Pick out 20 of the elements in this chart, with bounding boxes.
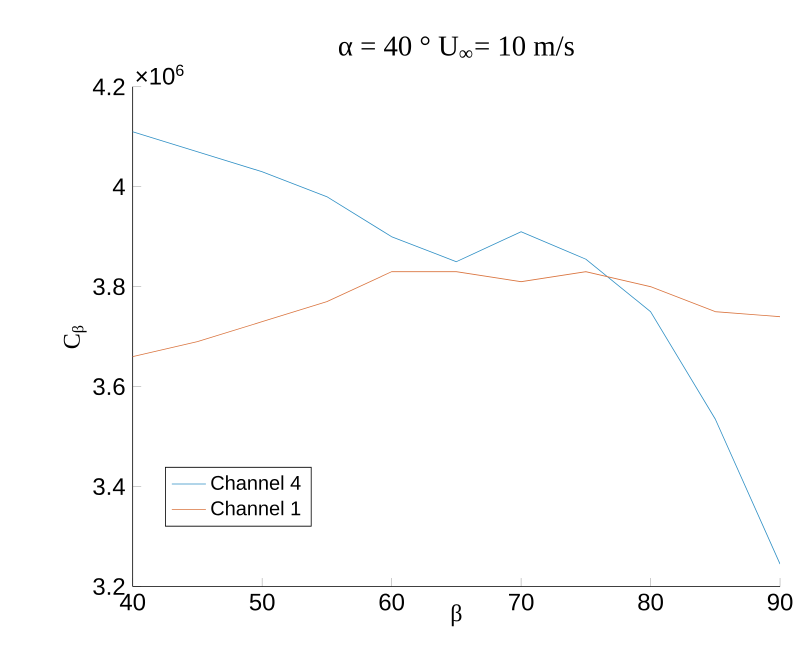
line-series xyxy=(132,271,780,357)
legend-label: Channel 4 xyxy=(211,475,301,490)
x-tick-label: 90 xyxy=(768,593,792,610)
line-series xyxy=(132,131,780,564)
x-tick-label: 40 xyxy=(120,593,146,610)
x-tick-label: 80 xyxy=(638,593,663,610)
y-tick-label: 4 xyxy=(112,178,125,195)
text: ×10$^{6}$ xyxy=(136,64,184,85)
y-tick-label: 3.4 xyxy=(93,478,125,495)
y-tick-label: 4.2 xyxy=(92,78,124,95)
chart-title: α = 40 ° U$_{∞}$= 10 m/s xyxy=(338,36,574,58)
x-axis-title: β xyxy=(452,604,462,626)
legend-label: Channel 1 xyxy=(211,500,300,516)
x-tick-label: 70 xyxy=(509,593,534,610)
y-tick-label: 3.2 xyxy=(93,578,124,595)
x-tick-label: 60 xyxy=(380,593,404,610)
y-tick-label: 3.6 xyxy=(93,378,125,395)
x-tick-label: 50 xyxy=(250,593,275,610)
y-tick-label: 3.8 xyxy=(93,278,125,295)
y-axis-title: C$_{β}$ xyxy=(64,326,87,348)
